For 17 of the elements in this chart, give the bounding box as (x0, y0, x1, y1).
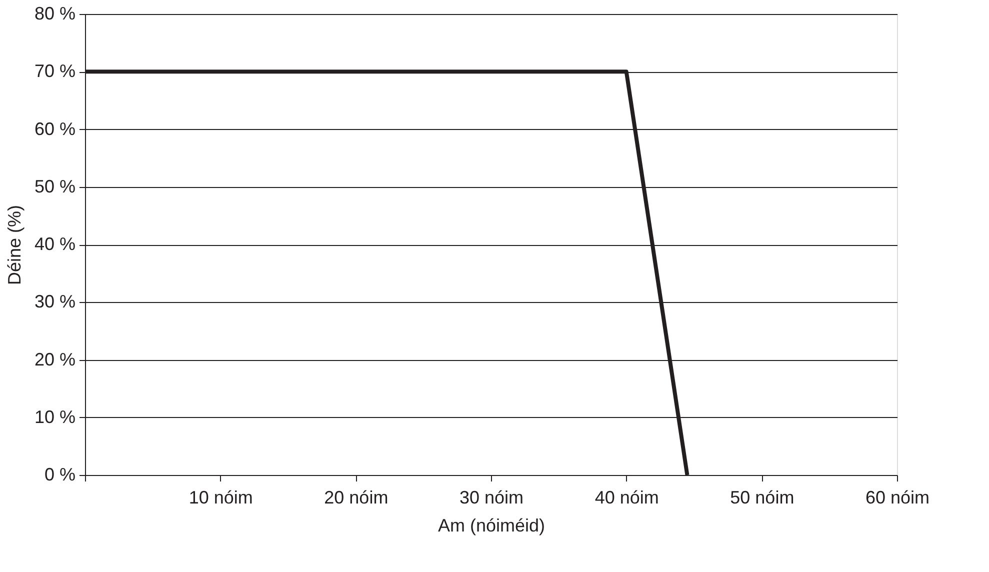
y-tick-label: 0 % (44, 464, 76, 484)
x-tick-label: 40 nóim (594, 488, 659, 508)
y-tick-label: 40 % (34, 234, 76, 254)
y-tick-label: 20 % (34, 349, 76, 370)
y-tick-label: 50 % (34, 176, 76, 196)
y-tick-label: 10 % (34, 406, 76, 427)
x-tick-label: 50 nóim (730, 488, 794, 508)
y-tick-label: 70 % (34, 61, 76, 82)
x-tick-label: 10 nóim (188, 488, 253, 508)
x-axis-title: Am (nóiméid) (438, 516, 546, 536)
y-tick-label: 30 % (34, 292, 76, 312)
x-tick-label: 60 nóim (865, 488, 930, 508)
x-tick-label: 30 nóim (459, 488, 524, 508)
y-axis-title: Déine (%) (4, 204, 24, 286)
y-tick-label: 60 % (34, 118, 76, 139)
y-tick-label: 80 % (34, 4, 76, 24)
x-tick-label: 20 nóim (324, 488, 388, 508)
